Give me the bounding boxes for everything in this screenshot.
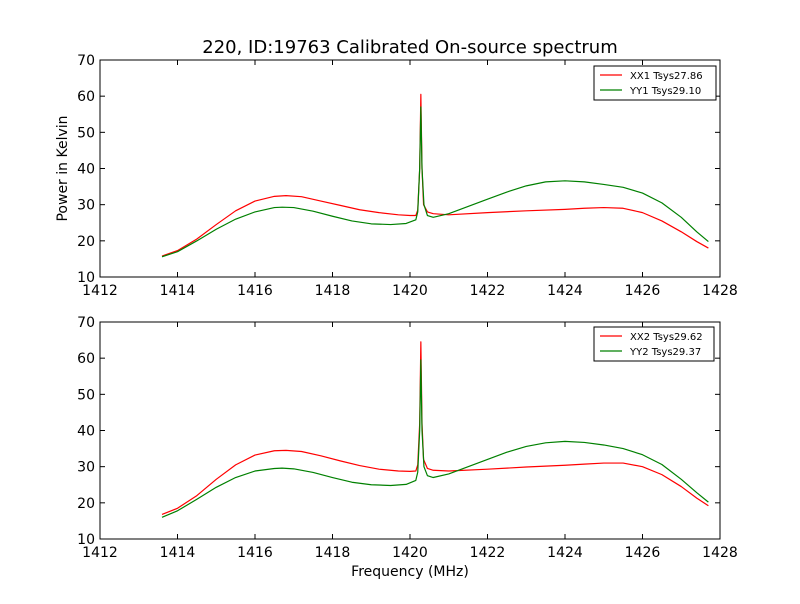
x-tick-label: 1424 bbox=[547, 545, 583, 561]
x-tick-label: 1424 bbox=[547, 283, 583, 299]
legend-label: YY1 Tsys29.10 bbox=[629, 86, 701, 97]
x-tick-label: 1428 bbox=[702, 545, 738, 561]
y-tick-label: 60 bbox=[77, 351, 95, 367]
series-line-2-1 bbox=[161, 341, 709, 515]
x-tick-label: 1412 bbox=[82, 283, 118, 299]
y-tick-label: 30 bbox=[77, 198, 95, 214]
legend-label: XX1 Tsys27.86 bbox=[630, 71, 703, 82]
y-tick-label: 40 bbox=[77, 162, 95, 178]
subplot-2: 1412 1414 1416 1418 1420 1422 1424 1426 1428 10 20… bbox=[77, 315, 738, 580]
y-tick-label: 30 bbox=[77, 460, 95, 476]
y-tick-label: 70 bbox=[77, 53, 95, 69]
series-line-1-1 bbox=[161, 93, 709, 257]
x-tick-label: 1416 bbox=[237, 283, 273, 299]
legend-label: YY2 Tsys29.37 bbox=[629, 347, 701, 358]
y-tick-label: 10 bbox=[77, 270, 95, 286]
x-axis-label: Frequency (MHz) bbox=[351, 564, 469, 580]
legend-box bbox=[593, 65, 717, 101]
legend-label: XX2 Tsys29.62 bbox=[630, 332, 703, 343]
subplot-1: 1412 1414 1416 1418 1420 1422 1424 1426 1428 10 20… bbox=[55, 53, 738, 299]
x-tick-label: 1422 bbox=[470, 283, 506, 299]
legend-box bbox=[593, 326, 715, 362]
y-tick-label: 60 bbox=[77, 89, 95, 105]
y-tick-label: 20 bbox=[77, 234, 95, 250]
legend: XX1 Tsys27.86 YY1 Tsys29.10 bbox=[593, 65, 717, 101]
figure-title: 220, ID:19763 Calibrated On-source spect… bbox=[202, 37, 618, 58]
y-tick-label: 10 bbox=[77, 532, 95, 548]
x-tick-label: 1428 bbox=[702, 283, 738, 299]
x-tick-label: 1422 bbox=[470, 545, 506, 561]
x-tick-label: 1414 bbox=[160, 283, 196, 299]
series-line-1-2 bbox=[161, 106, 709, 258]
x-tick-label: 1418 bbox=[315, 545, 351, 561]
y-tick-label: 40 bbox=[77, 424, 95, 440]
y-tick-label: 70 bbox=[77, 315, 95, 331]
y-axis-label: Power in Kelvin bbox=[55, 115, 71, 221]
x-tick-label: 1420 bbox=[392, 283, 428, 299]
y-tick-label: 50 bbox=[77, 387, 95, 403]
x-tick-label: 1418 bbox=[315, 283, 351, 299]
y-tick-label: 50 bbox=[77, 125, 95, 141]
x-tick-label: 1420 bbox=[392, 545, 428, 561]
x-tick-label: 1416 bbox=[237, 545, 273, 561]
x-tick-label: 1414 bbox=[160, 545, 196, 561]
x-tick-label: 1426 bbox=[625, 545, 661, 561]
x-tick-label: 1412 bbox=[82, 545, 118, 561]
series-line-2-2 bbox=[161, 359, 709, 518]
legend: XX2 Tsys29.62 YY2 Tsys29.37 bbox=[593, 326, 715, 362]
y-tick-label: 20 bbox=[77, 496, 95, 512]
x-tick-label: 1426 bbox=[625, 283, 661, 299]
